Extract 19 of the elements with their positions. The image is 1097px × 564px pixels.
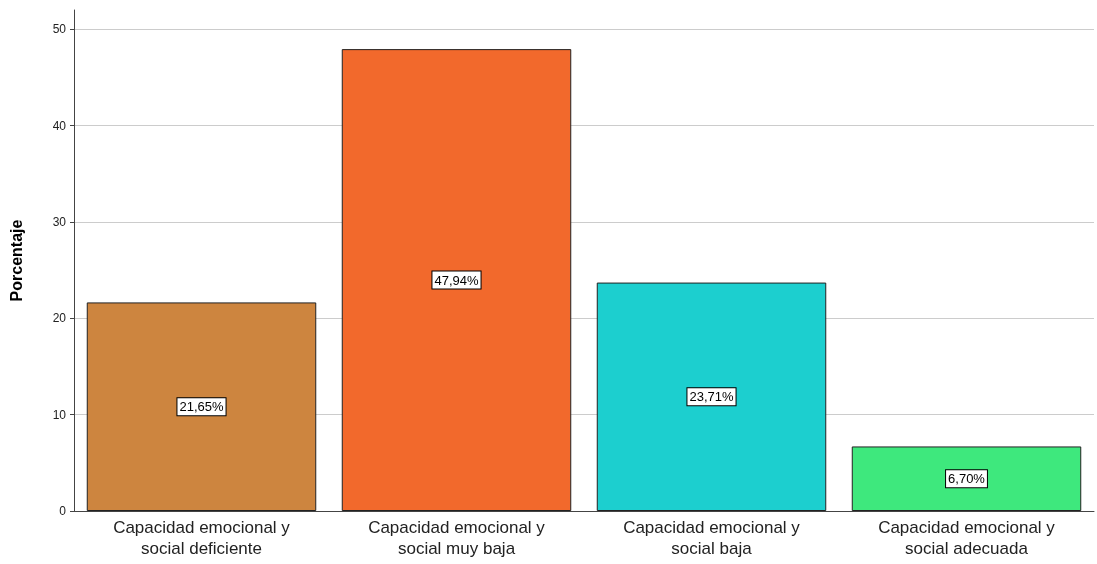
y-tick-label: 40: [52, 118, 67, 133]
y-tick-label: 20: [52, 311, 67, 326]
bar: [596, 282, 827, 511]
y-axis-title: Porcentaje: [7, 219, 25, 302]
y-tick-label: 30: [52, 214, 67, 229]
bar: [86, 302, 317, 511]
data-label: 47,94%: [434, 272, 479, 288]
x-tick-label: Capacidad emocional y social deficiente: [113, 518, 291, 558]
data-label: 21,65%: [179, 399, 224, 415]
x-tick-label: Capacidad emocional y social muy baja: [368, 518, 546, 558]
x-tick-label: Capacidad emocional y social baja: [623, 518, 801, 558]
y-tick-label: 50: [52, 22, 67, 37]
y-tick-label: 0: [59, 504, 67, 518]
x-tick-label: Capacidad emocional y social adecuada: [878, 518, 1056, 558]
y-tick-label: 10: [52, 407, 67, 422]
bar: [851, 446, 1082, 511]
data-label: 23,71%: [689, 389, 734, 405]
data-label: 6,70%: [948, 471, 986, 487]
bar: [341, 49, 572, 511]
